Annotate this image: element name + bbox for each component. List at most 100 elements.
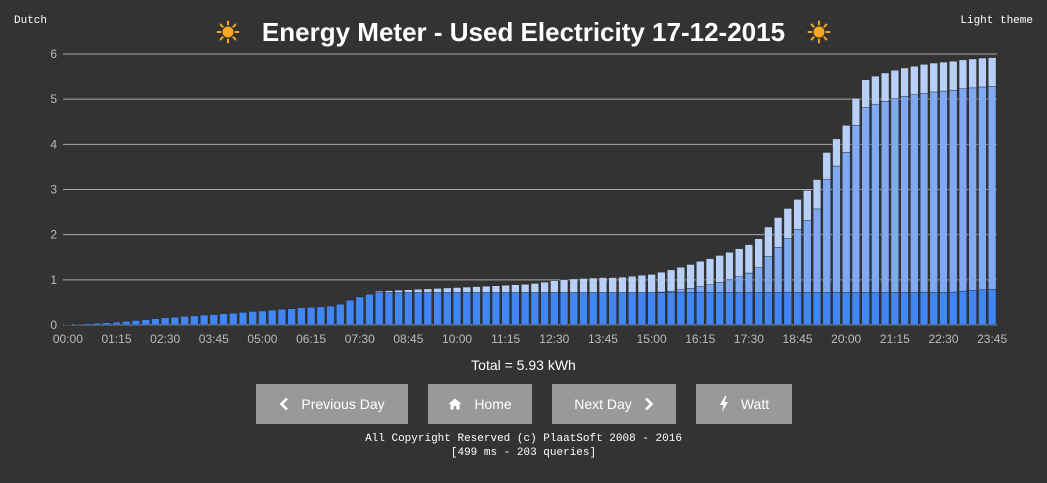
- bar-segment: [832, 138, 841, 167]
- bar-segment: [316, 306, 325, 326]
- bar-segment: [404, 289, 413, 293]
- bar-segment: [929, 62, 938, 93]
- bar-segment: [978, 57, 987, 88]
- bar-segment: [910, 65, 919, 95]
- bar-segment: [628, 276, 637, 293]
- bar-segment: [657, 271, 666, 293]
- bar-segment: [491, 292, 501, 326]
- x-tick-label: 10:00: [442, 332, 472, 346]
- bar-segment: [258, 310, 267, 326]
- bar-segment: [735, 248, 744, 277]
- x-tick-label: 06:15: [296, 332, 326, 346]
- energy-chart: 0 1 2 3 4 5 6 00:00 01:15 02:30 03:45 05:00 06:15 07:…: [50, 47, 1007, 346]
- bar-segment: [988, 289, 997, 326]
- bar-segment: [754, 292, 763, 326]
- bar-segment: [696, 261, 705, 287]
- x-tick-label: 01:15: [101, 332, 131, 346]
- bar-segment: [102, 322, 111, 326]
- previous-day-label: Previous Day: [301, 396, 385, 412]
- bar-segment: [783, 238, 792, 293]
- x-tick-label: 20:00: [831, 332, 861, 346]
- theme-link[interactable]: Light theme: [960, 15, 1033, 27]
- query-stats: [499 ms - 203 queries]: [450, 447, 597, 459]
- bar-segment: [666, 292, 676, 326]
- bar-segment: [812, 179, 822, 210]
- y-tick-label: 4: [50, 137, 57, 151]
- bar-segment: [404, 292, 413, 326]
- bar-segment: [803, 292, 812, 326]
- bar-segment: [725, 292, 734, 326]
- x-tick-label: 11:15: [491, 332, 520, 346]
- chevron-right-icon: [644, 397, 654, 411]
- bar-segment: [803, 220, 812, 293]
- bar-segment: [744, 244, 753, 274]
- bar-segment: [851, 292, 861, 326]
- x-tick-label: 15:00: [637, 332, 667, 346]
- bar-segment: [793, 199, 802, 230]
- x-tick-label: 02:30: [150, 332, 180, 346]
- bar-segment: [910, 94, 919, 293]
- bar-segment: [180, 316, 189, 326]
- bar-segment: [754, 238, 763, 268]
- bar-segment: [871, 75, 880, 105]
- bar-segment: [822, 179, 831, 293]
- bar-segment: [686, 264, 695, 289]
- bar-segment: [384, 292, 394, 326]
- bar-segment: [491, 285, 501, 293]
- bar-segment: [812, 208, 822, 293]
- bar-segment: [336, 304, 345, 326]
- home-button[interactable]: Home: [428, 384, 532, 424]
- bar-segment: [890, 70, 899, 99]
- language-link[interactable]: Dutch: [14, 15, 48, 27]
- bar-segment: [705, 292, 715, 326]
- bar-segment: [832, 292, 841, 326]
- bar-segment: [384, 290, 394, 293]
- chart-bars: [63, 57, 997, 326]
- bar-segment: [939, 61, 948, 92]
- bar-segment: [949, 89, 958, 293]
- y-tick-label: 6: [50, 47, 57, 61]
- bar-segment: [151, 318, 160, 326]
- bar-segment: [569, 292, 578, 326]
- bar-segment: [190, 315, 199, 326]
- bar-segment: [764, 226, 773, 257]
- bar-segment: [637, 292, 646, 326]
- bar-segment: [511, 292, 520, 326]
- bar-segment: [248, 311, 257, 326]
- bar-segment: [725, 279, 734, 293]
- bar-segment: [141, 319, 150, 326]
- bar-segment: [871, 103, 880, 293]
- bar-segment: [647, 274, 656, 293]
- bar-segment: [744, 292, 753, 326]
- next-day-button[interactable]: Next Day: [552, 384, 676, 424]
- bar-segment: [112, 322, 121, 326]
- bar-segment: [472, 292, 481, 326]
- previous-day-button[interactable]: Previous Day: [256, 384, 408, 424]
- bar-segment: [861, 79, 870, 108]
- total-usage: Total = 5.93 kWh: [471, 357, 576, 373]
- bar-segment: [608, 277, 617, 293]
- bar-segment: [861, 107, 870, 293]
- bar-segment: [443, 292, 452, 326]
- bar-segment: [803, 190, 812, 221]
- bar-segment: [345, 299, 355, 326]
- bar-segment: [559, 279, 569, 293]
- x-tick-label: 23:45: [977, 332, 1007, 346]
- bar-segment: [949, 291, 958, 326]
- bar-segment: [764, 292, 773, 326]
- bolt-icon: [719, 396, 728, 412]
- bar-segment: [277, 308, 286, 326]
- bar-segment: [822, 292, 831, 326]
- bar-segment: [988, 86, 997, 290]
- bar-segment: [881, 292, 890, 326]
- watt-label: Watt: [740, 396, 770, 412]
- bar-segment: [414, 292, 423, 326]
- bar-segment: [394, 290, 403, 293]
- bar-segment: [559, 292, 569, 326]
- bar-segment: [579, 278, 588, 293]
- bar-segment: [705, 284, 715, 293]
- y-tick-label: 0: [50, 318, 57, 332]
- watt-button[interactable]: Watt: [696, 384, 792, 424]
- bar-segment: [949, 61, 958, 91]
- bar-segment: [414, 289, 423, 293]
